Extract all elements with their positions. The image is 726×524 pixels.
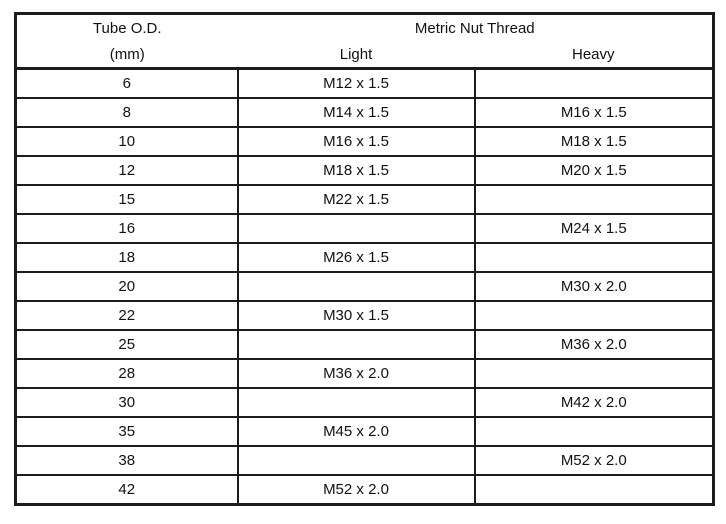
table-row: 6 M12 x 1.5 (14, 67, 715, 99)
header-row-group: Tube O.D. Metric Nut Thread (15, 13, 714, 41)
table-row: 30 M42 x 2.0 (14, 387, 715, 418)
tube-thread-spec-table: Tube O.D. Metric Nut Thread (mm) Light H… (14, 12, 716, 506)
table-row: 15 M22 x 1.5 (14, 184, 715, 215)
tube-od-cell: 16 (14, 213, 239, 244)
light-thread-cell: M36 x 2.0 (236, 358, 476, 389)
table-header: Tube O.D. Metric Nut Thread (mm) Light H… (15, 13, 714, 70)
tube-od-cell: 12 (14, 155, 239, 186)
heavy-thread-cell (473, 184, 715, 215)
tube-od-cell: 10 (14, 126, 239, 157)
heavy-thread-cell: M24 x 1.5 (473, 213, 715, 244)
heavy-thread-cell: M18 x 1.5 (473, 126, 715, 157)
tube-od-cell: 35 (14, 416, 239, 447)
heavy-thread-cell: M52 x 2.0 (473, 445, 715, 476)
table-row: 28 M36 x 2.0 (14, 358, 715, 389)
light-thread-cell: M18 x 1.5 (236, 155, 476, 186)
table-row: 35 M45 x 2.0 (14, 416, 715, 447)
heavy-thread-cell (473, 416, 715, 447)
light-thread-cell: M30 x 1.5 (236, 300, 476, 331)
table-row: 25 M36 x 2.0 (14, 329, 715, 360)
tube-od-header: Tube O.D. (15, 13, 238, 41)
light-thread-cell (236, 213, 476, 244)
tube-od-cell: 22 (14, 300, 239, 331)
light-thread-cell: M52 x 2.0 (236, 474, 476, 506)
tube-od-cell: 42 (14, 474, 239, 506)
table-row: 42 M52 x 2.0 (14, 474, 715, 506)
table-row: 20 M30 x 2.0 (14, 271, 715, 302)
tube-od-cell: 30 (14, 387, 239, 418)
heavy-thread-cell: M42 x 2.0 (473, 387, 715, 418)
light-thread-cell: M45 x 2.0 (236, 416, 476, 447)
tube-od-cell: 8 (14, 97, 239, 128)
light-thread-cell: M22 x 1.5 (236, 184, 476, 215)
heavy-thread-cell (473, 300, 715, 331)
heavy-thread-cell: M20 x 1.5 (473, 155, 715, 186)
light-thread-cell: M16 x 1.5 (236, 126, 476, 157)
heavy-thread-cell: M30 x 2.0 (473, 271, 715, 302)
light-thread-cell: M12 x 1.5 (236, 67, 476, 99)
table-row: 38 M52 x 2.0 (14, 445, 715, 476)
light-thread-cell: M14 x 1.5 (236, 97, 476, 128)
table-row: 16 M24 x 1.5 (14, 213, 715, 244)
table-row: 22 M30 x 1.5 (14, 300, 715, 331)
table-row: 8 M14 x 1.5 M16 x 1.5 (14, 97, 715, 128)
heavy-thread-cell: M36 x 2.0 (473, 329, 715, 360)
heavy-thread-cell (473, 67, 715, 99)
heavy-thread-cell: M16 x 1.5 (473, 97, 715, 128)
heavy-column-header: Heavy (474, 41, 714, 70)
mm-subheader: (mm) (15, 41, 238, 70)
heavy-thread-cell (473, 358, 715, 389)
table-body: 6 M12 x 1.5 8 M14 x 1.5 M16 x 1.5 10 M16… (14, 67, 715, 506)
light-thread-cell (236, 445, 476, 476)
tube-od-cell: 18 (14, 242, 239, 273)
table-row: 18 M26 x 1.5 (14, 242, 715, 273)
light-thread-cell (236, 329, 476, 360)
light-column-header: Light (237, 41, 475, 70)
light-thread-cell (236, 271, 476, 302)
heavy-thread-cell (473, 242, 715, 273)
tube-od-cell: 28 (14, 358, 239, 389)
light-thread-cell: M26 x 1.5 (236, 242, 476, 273)
tube-od-cell: 6 (14, 67, 239, 99)
tube-od-cell: 38 (14, 445, 239, 476)
tube-od-cell: 15 (14, 184, 239, 215)
table-row: 10 M16 x 1.5 M18 x 1.5 (14, 126, 715, 157)
light-thread-cell (236, 387, 476, 418)
metric-nut-thread-header: Metric Nut Thread (237, 13, 714, 41)
tube-od-cell: 20 (14, 271, 239, 302)
tube-od-cell: 25 (14, 329, 239, 360)
heavy-thread-cell (473, 474, 715, 506)
table-row: 12 M18 x 1.5 M20 x 1.5 (14, 155, 715, 186)
header-row-sub: (mm) Light Heavy (15, 41, 714, 70)
